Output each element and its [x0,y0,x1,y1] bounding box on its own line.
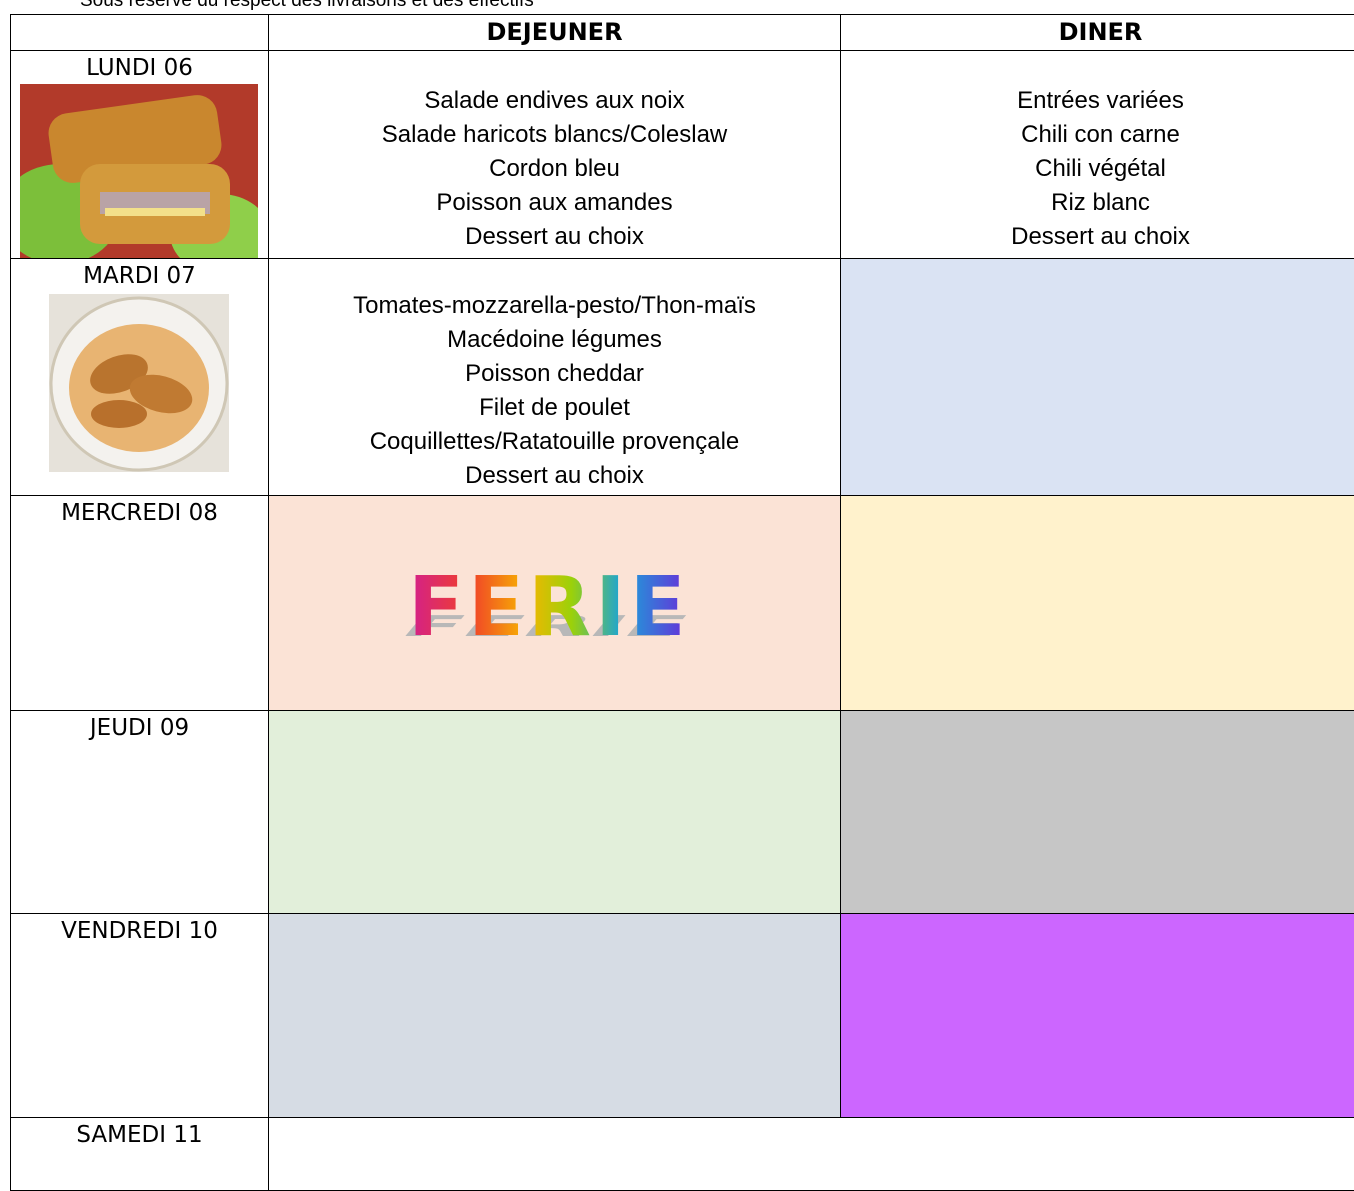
day-label: MARDI 07 [10,258,269,496]
menu-cell: Tomates-mozzarella-pesto/Thon-maïs Macédo… [268,258,841,496]
menu-item: Cordon bleu [489,154,620,182]
menu-cell [840,495,1354,711]
menu-item: Coquillettes/Ratatouille provençale [369,428,740,455]
menu-item: Poisson aux amandes [436,188,673,216]
holiday-label: FERIE [408,560,690,655]
food-photo [20,84,258,258]
food-photo [49,294,229,472]
menu-item: Macédoine légumes [447,326,662,353]
column-header: DEJEUNER [268,14,841,51]
day-label: SAMEDI 11 [10,1117,269,1191]
day-label: MERCREDI 08 [10,495,269,711]
menu-item: Poisson cheddar [465,360,644,387]
menu-cell [268,495,841,711]
day-label: JEUDI 09 [10,710,269,914]
column-header: DINER [840,14,1354,51]
menu-item: Dessert au choix [465,222,644,250]
menu-cell: Entrées variées Chili con carne Chili végé… [840,50,1354,259]
menu-cell [268,710,841,914]
empty-cell [268,1117,1354,1191]
menu-item: Filet de poulet [479,394,630,421]
menu-cell [268,913,841,1118]
menu-cell [840,913,1354,1118]
header-cell [10,14,269,51]
menu-item: Riz blanc [1051,188,1150,216]
menu-cell [840,258,1354,496]
menu-item: Dessert au choix [465,462,644,489]
day-label: VENDREDI 10 [10,913,269,1118]
menu-item: Entrées variées [1017,86,1184,114]
menu-item: Tomates-mozzarella-pesto/Thon-maïs [353,292,756,319]
menu-item: Chili végétal [1035,154,1166,182]
menu-item: Salade endives aux noix [424,86,685,114]
menu-item: Dessert au choix [1011,222,1190,250]
note: Sous réserve du respect des livraisons e… [80,0,534,11]
menu-cell [840,710,1354,914]
menu-item: Chili con carne [1021,120,1180,148]
menu-item: Salade haricots blancs/Coleslaw [381,120,728,148]
menu-cell: Salade endives aux noix Salade haricots b… [268,50,841,259]
